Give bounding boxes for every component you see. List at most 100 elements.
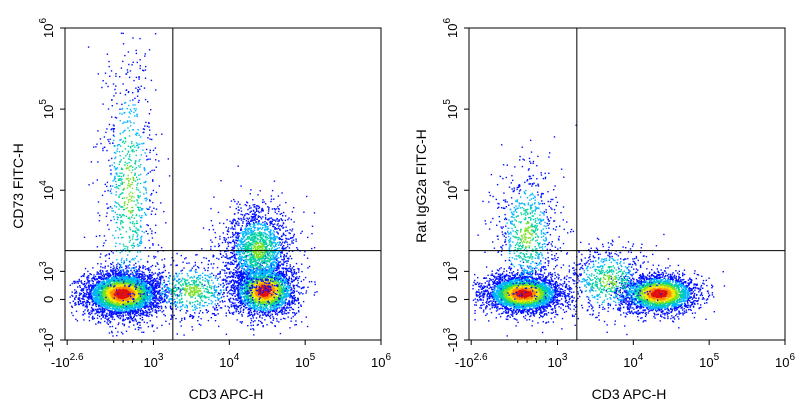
- data-point: [126, 306, 128, 308]
- data-point: [102, 273, 105, 275]
- data-point: [75, 310, 78, 312]
- data-point: [95, 299, 97, 301]
- data-point: [269, 307, 272, 310]
- data-point: [109, 269, 112, 271]
- data-point: [278, 321, 280, 323]
- data-point: [141, 298, 143, 301]
- data-point: [83, 294, 85, 297]
- data-point: [142, 314, 144, 316]
- data-point: [142, 295, 144, 298]
- data-point: [298, 275, 301, 278]
- data-point: [143, 275, 145, 278]
- data-point: [120, 293, 122, 296]
- data-point: [120, 315, 123, 317]
- data-point: [102, 290, 104, 292]
- data-point: [100, 314, 103, 317]
- data-point: [114, 269, 117, 271]
- data-point: [141, 270, 143, 273]
- data-point: [146, 306, 148, 308]
- data-point: [126, 309, 128, 311]
- data-point: [102, 316, 104, 318]
- data-point: [127, 297, 129, 299]
- data-point: [158, 297, 161, 299]
- data-point: [112, 290, 114, 292]
- data-point: [106, 304, 109, 307]
- data-point: [83, 298, 85, 301]
- data-point: [82, 301, 84, 303]
- data-point: [111, 303, 113, 305]
- data-point: [128, 289, 130, 291]
- data-point: [92, 304, 94, 306]
- data-point: [133, 324, 135, 326]
- data-point: [154, 290, 156, 292]
- data-point: [93, 274, 95, 276]
- data-point: [150, 278, 152, 280]
- data-point: [162, 275, 164, 278]
- data-point: [144, 288, 146, 290]
- data-point: [293, 312, 296, 314]
- data-point: [135, 301, 138, 303]
- data-point: [113, 318, 116, 321]
- data-point: [86, 305, 88, 308]
- data-point: [111, 293, 114, 295]
- data-point: [190, 269, 192, 271]
- data-point: [127, 289, 129, 291]
- data-point: [92, 267, 94, 269]
- data-point: [153, 273, 155, 275]
- data-point: [120, 290, 122, 292]
- data-point: [104, 295, 106, 297]
- data-point: [96, 278, 98, 280]
- data-point: [154, 301, 156, 303]
- data-point: [113, 267, 115, 269]
- data-point: [119, 298, 121, 300]
- data-point: [85, 286, 87, 289]
- data-point: [89, 273, 91, 275]
- data-point: [119, 275, 121, 277]
- data-point: [87, 297, 89, 299]
- data-point: [300, 292, 302, 294]
- data-point: [122, 312, 125, 314]
- data-point: [84, 312, 86, 315]
- data-point: [104, 287, 106, 289]
- data-point: [122, 305, 125, 308]
- data-point: [125, 308, 127, 310]
- data-point: [86, 286, 88, 288]
- data-point: [114, 312, 116, 315]
- data-point: [154, 297, 156, 300]
- data-point: [108, 281, 110, 283]
- data-point: [127, 295, 129, 297]
- data-point: [111, 301, 113, 303]
- data-point: [125, 281, 128, 283]
- data-point: [99, 269, 102, 271]
- data-point: [88, 275, 90, 277]
- data-point: [107, 297, 109, 299]
- data-point: [97, 288, 100, 291]
- data-point: [131, 297, 133, 299]
- data-point: [71, 282, 73, 285]
- data-point: [123, 324, 125, 327]
- data-point: [141, 285, 143, 287]
- data-point: [137, 308, 139, 311]
- data-point: [146, 310, 148, 313]
- data-point: [124, 318, 127, 321]
- data-point: [149, 295, 151, 298]
- data-point: [118, 295, 120, 297]
- scatter-points: [69, 32, 318, 337]
- data-point: [140, 279, 142, 281]
- data-point: [128, 305, 130, 307]
- data-point: [130, 270, 132, 272]
- data-point: [148, 297, 151, 299]
- data-point: [130, 317, 132, 319]
- data-point: [292, 315, 294, 318]
- data-point: [157, 286, 160, 288]
- data-point: [80, 289, 83, 291]
- data-point: [141, 316, 144, 319]
- data-point: [101, 300, 103, 303]
- data-point: [124, 274, 127, 276]
- data-point: [166, 286, 168, 289]
- data-point: [110, 266, 112, 269]
- data-point: [166, 284, 168, 286]
- data-point: [99, 291, 101, 293]
- data-point: [115, 298, 118, 300]
- data-point: [149, 269, 151, 271]
